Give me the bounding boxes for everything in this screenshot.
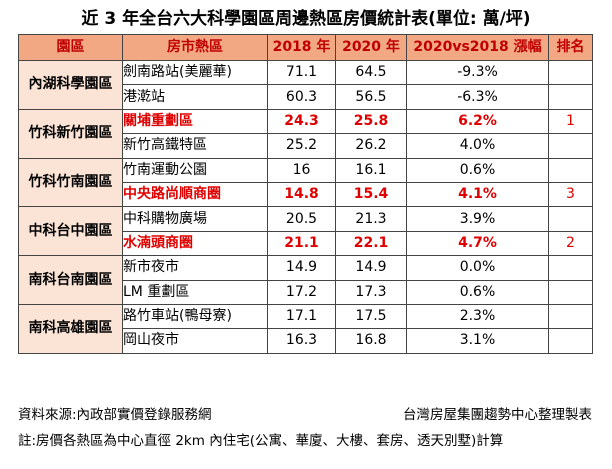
- price-2020-cell: 56.5: [335, 84, 407, 110]
- price-2018-cell: 21.1: [267, 230, 336, 257]
- district-cell: 水湳頭商圈: [122, 230, 268, 257]
- price-2020-cell: 22.1: [335, 230, 407, 257]
- table-header-row: 園區 房市熱區 2018 年 2020 年 2020vs2018 漲幅 排名: [18, 34, 593, 61]
- page-title: 近 3 年全台六大科學園區周邊熱區房價統計表(單位: 萬/坪): [81, 9, 531, 29]
- price-2020-cell: 17.3: [335, 279, 407, 305]
- district-cell: 關埔重劃區: [122, 108, 268, 135]
- price-2018-cell: 20.5: [267, 206, 336, 232]
- district-cell: 岡山夜市: [122, 328, 268, 354]
- table-row: 內湖科學園區 劍南路站(美麗華) 71.1 64.5 -9.3%: [18, 59, 593, 110]
- price-2018-cell: 60.3: [267, 84, 336, 110]
- district-cell: 中科購物廣場: [122, 206, 268, 232]
- change-cell: 0.0%: [406, 255, 549, 281]
- source-left: 資料來源:內政部實價登錄服務網: [18, 407, 212, 423]
- park-cell: 中科台中園區: [18, 206, 123, 257]
- change-cell: 0.6%: [406, 157, 549, 183]
- rank-cell: [548, 279, 593, 305]
- table-row: 新竹高鐵特區 25.2 26.2 4.0%: [19, 133, 593, 159]
- district-cell: 新竹高鐵特區: [122, 133, 268, 159]
- rank-cell: 1: [548, 108, 593, 135]
- change-cell: 4.0%: [406, 133, 549, 159]
- park-cell: 南科高雄園區: [18, 303, 123, 354]
- table-row: 南科台南園區 新市夜市 14.9 14.9 0.0%: [18, 255, 593, 305]
- header-2018: 2018 年: [267, 34, 336, 61]
- footnote: 註:房價各熱區為中心直徑 2km 內住宅(公寓、華廈、大樓、套房、透天別墅)計算: [18, 433, 504, 449]
- district-cell: 港漧站: [122, 84, 268, 110]
- table-row: LM 重劃區 17.2 17.3 0.6%: [19, 279, 593, 305]
- price-2018-cell: 14.9: [267, 255, 336, 281]
- district-cell: 劍南路站(美麗華): [122, 59, 268, 86]
- price-2020-cell: 64.5: [335, 59, 407, 86]
- price-2020-cell: 26.2: [335, 133, 407, 159]
- source-line: 資料來源:內政部實價登錄服務網 台灣房屋集團趨勢中心整理製表: [18, 406, 592, 424]
- source-right: 台灣房屋集團趨勢中心整理製表: [403, 407, 592, 423]
- price-2020-cell: 25.8: [335, 108, 407, 135]
- rank-cell: [548, 303, 593, 330]
- change-cell: 6.2%: [406, 108, 549, 135]
- price-2018-cell: 17.1: [267, 303, 336, 330]
- change-cell: 3.9%: [406, 206, 549, 232]
- price-2020-cell: 16.1: [335, 157, 407, 183]
- change-cell: 4.1%: [406, 181, 549, 208]
- price-2018-cell: 17.2: [267, 279, 336, 305]
- price-2020-cell: 15.4: [335, 181, 407, 208]
- table-row: 岡山夜市 16.3 16.8 3.1%: [19, 328, 593, 354]
- table-row: 中央路尚順商圈 14.8 15.4 4.1% 3: [19, 181, 593, 208]
- district-cell: 中央路尚順商圈: [122, 181, 268, 208]
- change-cell: 0.6%: [406, 279, 549, 305]
- rank-cell: [548, 133, 593, 159]
- price-table: 園區 房市熱區 2018 年 2020 年 2020vs2018 漲幅 排名 內…: [18, 34, 593, 354]
- table-row: 竹科新竹園區 關埔重劃區 24.3 25.8 6.2% 1: [18, 108, 593, 159]
- rank-cell: [548, 59, 593, 86]
- rank-cell: [548, 157, 593, 183]
- park-cell: 內湖科學園區: [18, 60, 123, 110]
- rank-cell: 3: [548, 181, 593, 208]
- price-2018-cell: 14.8: [267, 181, 336, 208]
- change-cell: -9.3%: [406, 59, 549, 86]
- table-row: 水湳頭商圈 21.1 22.1 4.7% 2: [19, 230, 593, 257]
- rank-cell: [548, 328, 593, 354]
- table-row: 中科台中園區 中科購物廣場 20.5 21.3 3.9%: [18, 206, 593, 257]
- park-cell: 竹科新竹園區: [18, 108, 123, 159]
- header-change: 2020vs2018 漲幅: [406, 34, 549, 61]
- price-2020-cell: 14.9: [335, 255, 407, 281]
- change-cell: 3.1%: [406, 328, 549, 354]
- price-2020-cell: 16.8: [335, 328, 407, 354]
- district-cell: LM 重劃區: [122, 279, 268, 305]
- price-2020-cell: 21.3: [335, 206, 407, 232]
- table-row: 南科高雄園區 路竹車站(鴨母寮) 17.1 17.5 2.3%: [18, 303, 593, 354]
- rank-cell: 2: [548, 230, 593, 257]
- rank-cell: [548, 84, 593, 110]
- district-cell: 竹南運動公園: [122, 157, 268, 183]
- change-cell: -6.3%: [406, 84, 549, 110]
- table-row: 港漧站 60.3 56.5 -6.3%: [19, 84, 593, 110]
- change-cell: 2.3%: [406, 303, 549, 330]
- price-2018-cell: 16.3: [267, 328, 336, 354]
- header-rank: 排名: [548, 34, 593, 61]
- price-2018-cell: 16: [267, 157, 336, 183]
- header-district: 房市熱區: [122, 34, 268, 61]
- table-row: 竹科竹南園區 竹南運動公園 16 16.1 0.6%: [18, 157, 593, 208]
- price-2020-cell: 17.5: [335, 303, 407, 330]
- header-park: 園區: [18, 34, 123, 61]
- park-cell: 南科台南園區: [18, 255, 123, 305]
- price-2018-cell: 71.1: [267, 59, 336, 86]
- district-cell: 新市夜市: [122, 255, 268, 281]
- price-2018-cell: 24.3: [267, 108, 336, 135]
- district-cell: 路竹車站(鴨母寮): [122, 303, 268, 330]
- change-cell: 4.7%: [406, 230, 549, 257]
- rank-cell: [548, 206, 593, 232]
- park-cell: 竹科竹南園區: [18, 157, 123, 208]
- header-2020: 2020 年: [335, 34, 407, 61]
- rank-cell: [548, 255, 593, 281]
- price-2018-cell: 25.2: [267, 133, 336, 159]
